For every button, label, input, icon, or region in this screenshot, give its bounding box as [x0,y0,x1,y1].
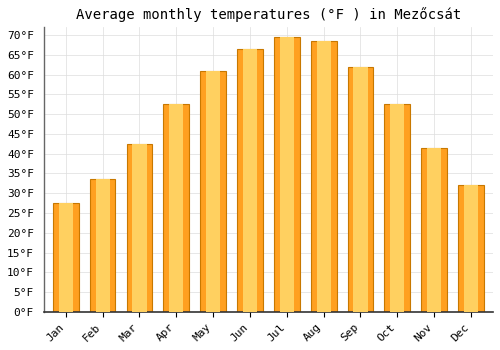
Bar [243,49,257,312]
Title: Average monthly temperatures (°F ) in Mezőcsát: Average monthly temperatures (°F ) in Me… [76,7,461,22]
Bar [274,37,299,312]
Bar [132,144,146,312]
Bar [421,148,447,312]
Bar [200,71,226,312]
Bar [206,71,220,312]
Bar [58,203,73,312]
Bar [316,41,330,312]
Bar [237,49,263,312]
Bar [96,180,110,312]
Bar [354,67,368,312]
Bar [458,186,484,312]
Bar [427,148,441,312]
Bar [384,104,410,312]
Bar [164,104,189,312]
Bar [126,144,152,312]
Bar [280,37,294,312]
Bar [169,104,184,312]
Bar [90,180,116,312]
Bar [310,41,336,312]
Bar [348,67,374,312]
Bar [464,186,478,312]
Bar [53,203,78,312]
Bar [390,104,404,312]
